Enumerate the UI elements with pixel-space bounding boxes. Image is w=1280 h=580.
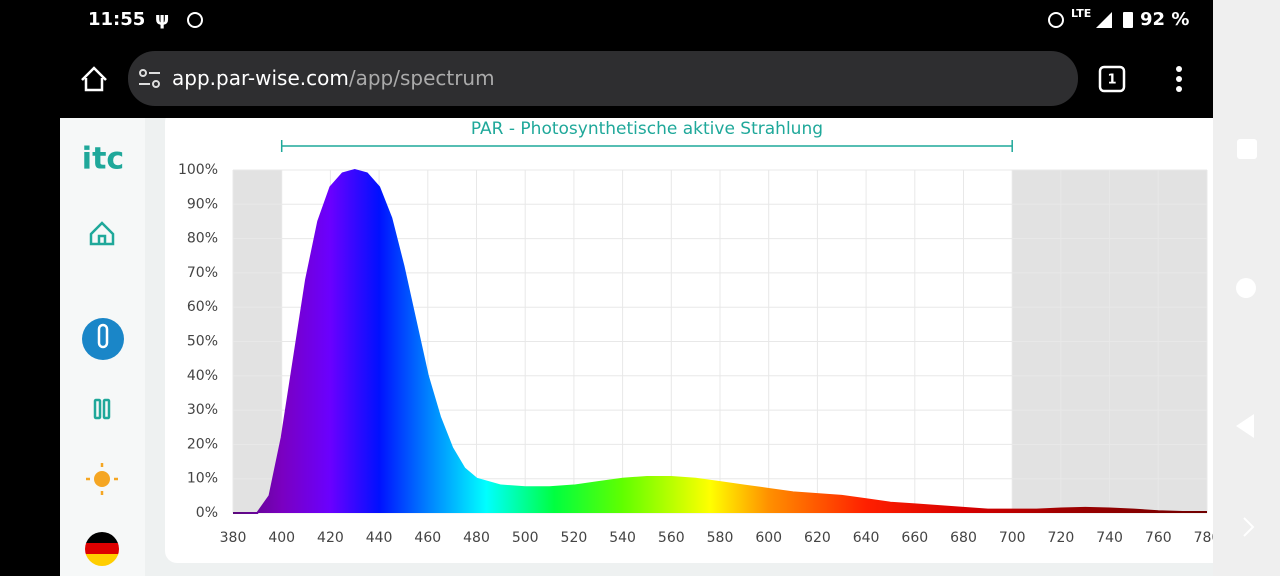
x-tick-label: 460 (414, 530, 441, 546)
x-tick-label: 580 (707, 530, 734, 546)
x-tick-label: 540 (609, 530, 636, 546)
plot: 0% 10% 20% 30% 40% 50% 60% 70% 80% 90% 100% 380 400 4… (178, 119, 1220, 546)
menu-button[interactable] (1176, 66, 1182, 92)
x-tick-label: 720 (1048, 530, 1075, 546)
nav-light[interactable] (94, 471, 110, 487)
x-tick-label: 440 (366, 530, 393, 546)
y-tick-label: 50% (187, 334, 218, 350)
x-tick-label: 760 (1145, 530, 1172, 546)
x-tick-label: 480 (463, 530, 490, 546)
nav-device[interactable] (82, 318, 124, 360)
nav-language[interactable] (85, 532, 119, 566)
x-tick-label: 640 (853, 530, 880, 546)
spectrum-area (233, 170, 1207, 513)
url-domain: app.par-wise.com (172, 66, 349, 90)
x-tick-label: 740 (1096, 530, 1123, 546)
signal-icon (1096, 12, 1112, 28)
x-tick-label: 680 (950, 530, 977, 546)
y-tick-label: 100% (178, 162, 218, 178)
x-tick-label: 520 (561, 530, 588, 546)
y-tick-label: 70% (187, 265, 218, 281)
par-bracket (280, 140, 1013, 152)
time: 11:55 (88, 9, 145, 30)
home-button[interactable] (81, 66, 107, 92)
x-tick-label: 420 (317, 530, 344, 546)
battery: 92 % (1140, 9, 1189, 30)
alarm-icon (1048, 12, 1064, 28)
y-tick-label: 20% (187, 436, 218, 452)
y-tick-label: 30% (187, 402, 218, 418)
x-tick-label: 660 (901, 530, 928, 546)
home-nav-button[interactable] (1236, 278, 1256, 298)
usb-icon: ψ (155, 9, 169, 30)
y-tick-label: 10% (187, 471, 218, 487)
back-button[interactable] (1236, 414, 1254, 438)
y-tick-label: 60% (187, 299, 218, 315)
x-tick-label: 400 (268, 530, 295, 546)
tabs-button[interactable] (1098, 65, 1126, 93)
spectrum-line (233, 168, 1207, 514)
network: LTE (1071, 7, 1091, 20)
nav-pause[interactable] (93, 398, 111, 420)
y-tick-label: 0% (196, 505, 218, 521)
nav-light-rays (86, 463, 118, 495)
url-path: /app/spectrum (349, 66, 495, 90)
par-annotation: PAR - Photosynthetische aktive Strahlung (471, 119, 823, 139)
url[interactable]: app.par-wise.com/app/spectrum (172, 66, 495, 90)
url-bar[interactable] (128, 51, 1078, 106)
logo[interactable]: itc (82, 142, 124, 177)
x-tick-label: 500 (512, 530, 539, 546)
x-tick-label: 620 (804, 530, 831, 546)
site-info-icon[interactable] (139, 69, 160, 88)
y-tick-label: 40% (187, 368, 218, 384)
nav-home[interactable] (89, 221, 115, 246)
y-tick-label: 90% (187, 196, 218, 212)
nav-device-icon (97, 323, 109, 349)
nav-chevron[interactable] (1243, 517, 1255, 537)
battery-icon (1123, 12, 1133, 28)
x-tick-label: 560 (658, 530, 685, 546)
y-tick-label: 80% (187, 231, 218, 247)
recents-button[interactable] (1237, 139, 1257, 159)
check-icon (187, 12, 203, 28)
x-tick-label: 600 (755, 530, 782, 546)
tab-count: 1 (1107, 73, 1116, 88)
x-tick-label: 700 (999, 530, 1026, 546)
x-tick-label: 380 (220, 530, 247, 546)
